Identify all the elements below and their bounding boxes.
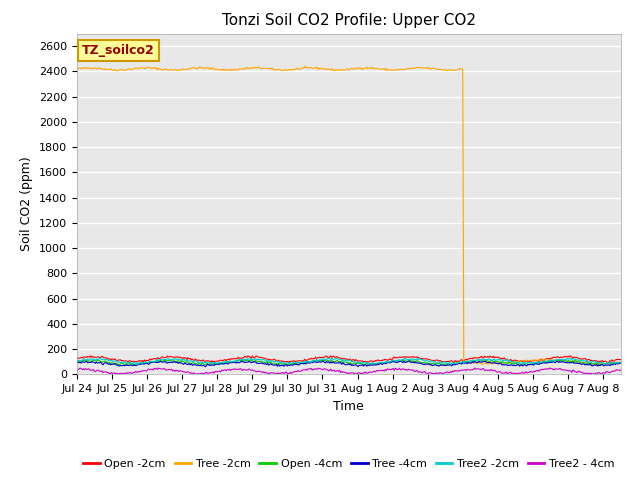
Line: Tree2 - 4cm: Tree2 - 4cm [77,368,621,374]
Tree -4cm [336,360,344,366]
Tree2 - 4cm [515,372,522,377]
Line: Open -4cm: Open -4cm [77,360,621,365]
Open -4cm [337,359,344,365]
Open -4cm [606,360,614,366]
Open -4cm [521,360,529,366]
Tree -2cm [593,362,601,368]
Title: Tonzi Soil CO2 Profile: Upper CO2: Tonzi Soil CO2 Profile: Upper CO2 [222,13,476,28]
Tree2 -2cm [606,359,614,365]
Tree2 - 4cm [617,367,625,373]
Open -4cm [617,360,625,366]
Tree2 -2cm [521,360,529,366]
Tree -2cm [336,67,344,73]
Tree -2cm [73,66,81,72]
Y-axis label: Soil CO2 (ppm): Soil CO2 (ppm) [20,156,33,252]
Tree2 - 4cm [73,367,81,373]
Tree -4cm [202,364,209,370]
Tree2 -2cm [73,358,81,363]
Tree2 - 4cm [546,365,554,371]
Tree -2cm [369,66,376,72]
Open -2cm [327,353,335,359]
Tree -4cm [369,362,376,368]
Open -4cm [115,362,123,368]
Tree -4cm [521,361,529,367]
Tree -4cm [398,359,406,364]
Line: Tree2 -2cm: Tree2 -2cm [77,358,621,364]
Tree2 - 4cm [367,370,375,375]
Tree -4cm [73,360,81,366]
Open -2cm [398,354,406,360]
Tree -4cm [332,360,340,366]
Tree2 -2cm [369,360,377,366]
Tree2 -2cm [134,361,141,367]
Open -4cm [333,358,341,363]
Tree -2cm [520,359,527,364]
Open -2cm [617,357,625,362]
Tree -4cm [617,360,625,366]
Open -2cm [521,359,529,364]
Tree -4cm [606,363,614,369]
Tree -2cm [606,360,614,366]
Legend: Open -2cm, Tree -2cm, Open -4cm, Tree -4cm, Tree2 -2cm, Tree2 - 4cm: Open -2cm, Tree -2cm, Open -4cm, Tree -4… [79,455,619,474]
Line: Tree -4cm: Tree -4cm [77,360,621,367]
Open -2cm [332,354,340,360]
Tree2 -2cm [337,357,344,362]
Tree -2cm [617,360,625,365]
Tree -2cm [398,66,406,72]
Tree2 -2cm [617,360,625,365]
Line: Tree -2cm: Tree -2cm [77,66,621,365]
Text: TZ_soilco2: TZ_soilco2 [82,44,155,57]
Open -2cm [606,358,614,363]
Open -2cm [336,355,344,361]
Tree2 - 4cm [606,370,614,375]
Tree2 - 4cm [332,369,339,374]
Open -4cm [369,361,377,367]
Tree2 -2cm [399,357,406,362]
Tree -2cm [301,63,308,69]
Open -4cm [73,358,81,364]
Open -2cm [450,360,458,365]
Line: Open -2cm: Open -2cm [77,356,621,362]
Open -4cm [399,358,406,363]
Open -4cm [236,357,243,362]
X-axis label: Time: Time [333,400,364,413]
Tree2 - 4cm [397,367,404,372]
Tree2 - 4cm [335,369,342,374]
Tree2 -2cm [96,355,104,360]
Open -2cm [369,358,376,364]
Tree2 -2cm [333,356,341,362]
Open -2cm [73,355,81,361]
Tree -4cm [406,358,413,363]
Tree2 - 4cm [520,371,527,376]
Tree -2cm [332,67,340,73]
